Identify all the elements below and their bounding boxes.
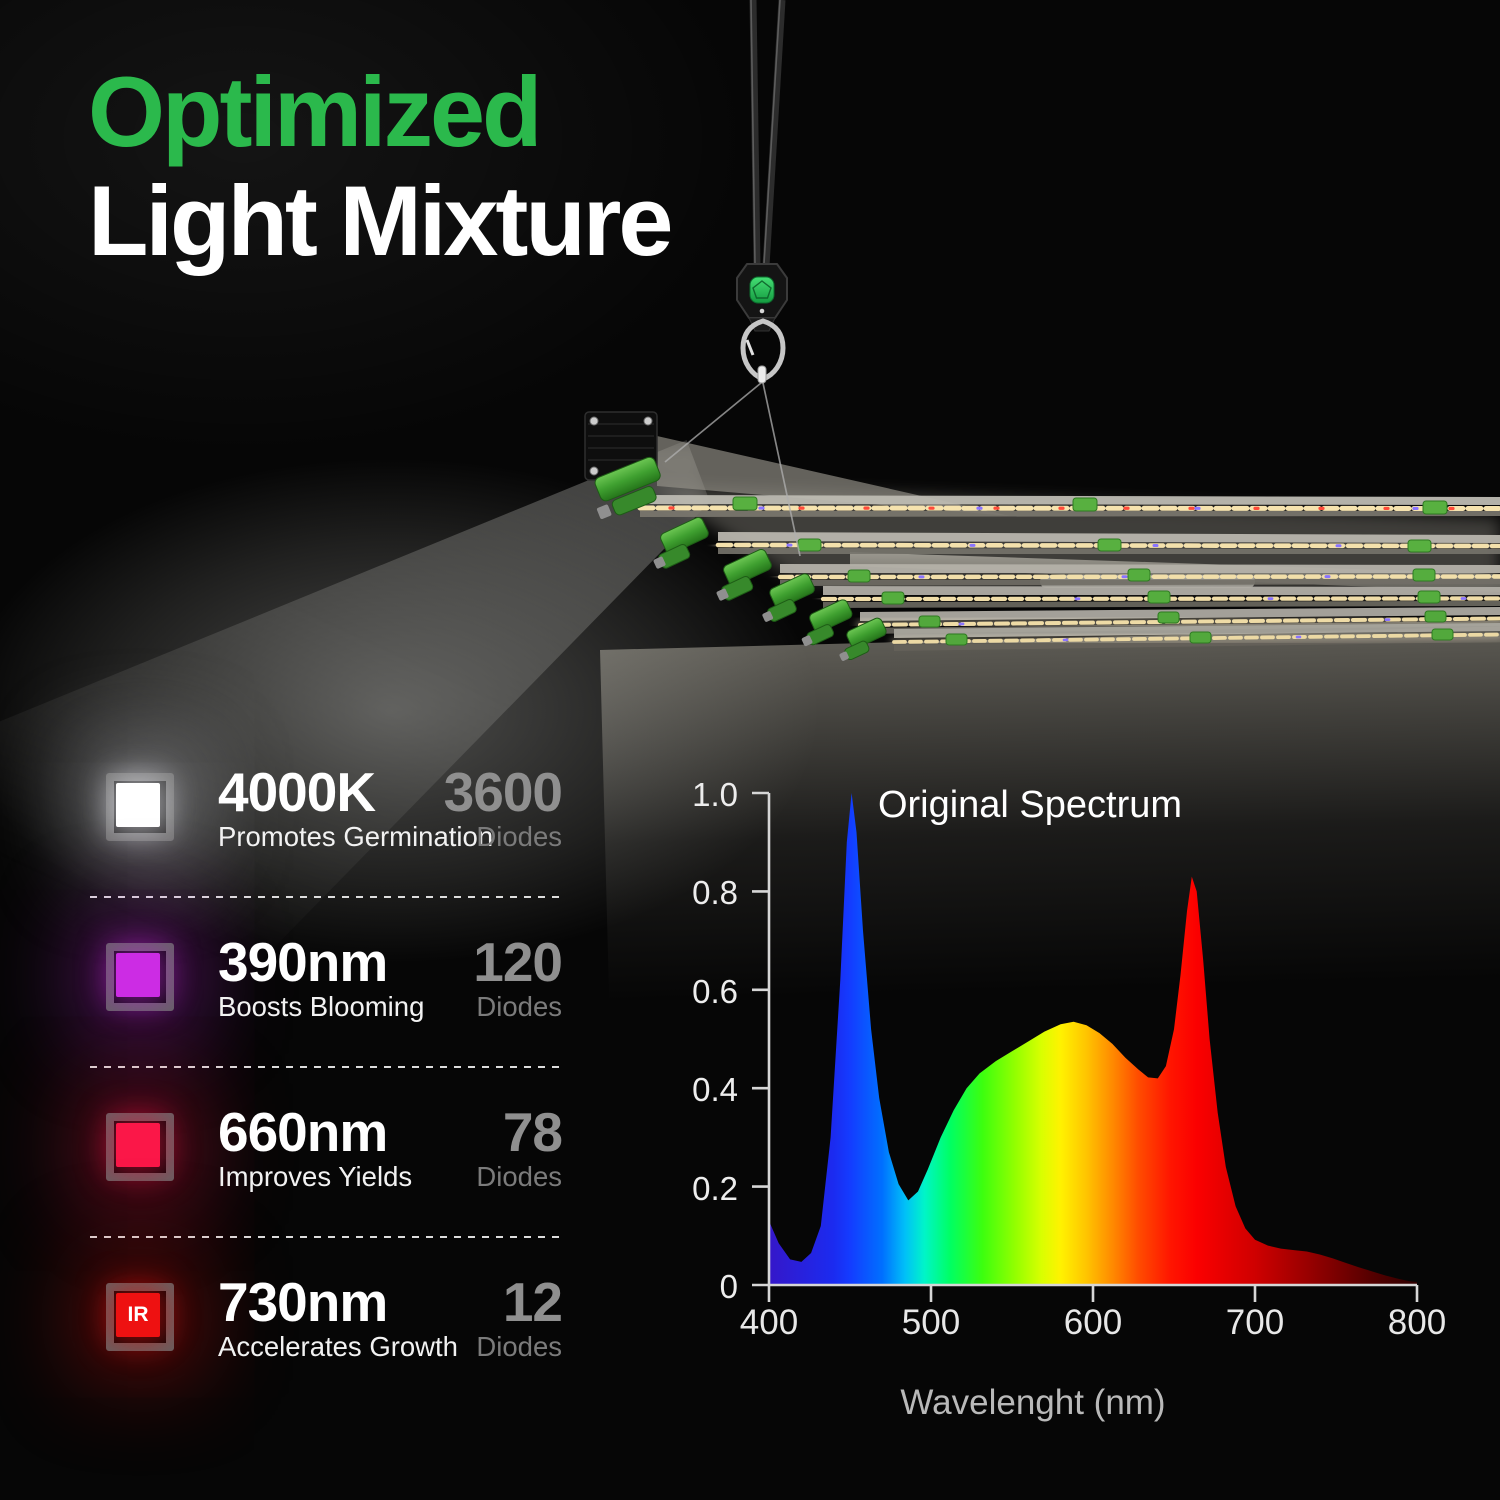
bar-clamp xyxy=(653,517,709,569)
diode-swatch-fill xyxy=(116,953,160,997)
legend-divider xyxy=(90,1066,562,1068)
diode-value: 730nm xyxy=(218,1271,388,1333)
diode-count: 78 xyxy=(502,1101,563,1163)
diode-swatch-660nm-icon xyxy=(106,1113,174,1181)
x-axis-label: Wavelenght (nm) xyxy=(900,1383,1166,1422)
chart-axes xyxy=(752,791,1419,1302)
x-tick-label: 500 xyxy=(901,1303,961,1342)
hanging-wires xyxy=(664,382,801,557)
diode-description: Improves Yields xyxy=(218,1161,413,1192)
diode-swatch-390nm-icon xyxy=(106,943,174,1011)
diode-swatch-fill xyxy=(116,783,160,827)
diode-description: Promotes Germination xyxy=(218,821,494,852)
diode-count-unit: Diodes xyxy=(476,1331,562,1362)
legend-row-4000k: 4000K Promotes Germination 3600 Diodes xyxy=(106,765,563,850)
page-title: Optimized Light Mixture xyxy=(88,56,673,276)
chart-title: Original Spectrum xyxy=(877,784,1183,826)
diode-swatch-fill xyxy=(116,1123,160,1167)
legend-divider xyxy=(90,1236,562,1238)
light-bars xyxy=(635,495,1500,651)
light-bar-1 xyxy=(635,495,1500,517)
diode-value: 660nm xyxy=(218,1101,388,1163)
diode-count: 120 xyxy=(473,931,563,993)
legend-divider xyxy=(90,896,562,898)
diode-count: 3600 xyxy=(443,761,563,823)
light-bar-3 xyxy=(775,564,1500,586)
diode-value: 390nm xyxy=(218,931,388,993)
hanger-strap xyxy=(749,0,786,267)
diode-swatch-4000k-icon xyxy=(106,773,174,841)
bar-clamp xyxy=(716,549,772,601)
light-bar-2 xyxy=(713,532,1500,554)
spectrum-curve xyxy=(769,793,1417,1285)
light-bar-4 xyxy=(819,586,1500,608)
x-tick-label: 600 xyxy=(1063,1303,1123,1342)
hanger-assembly xyxy=(664,0,801,557)
x-tick-label: 700 xyxy=(1225,1303,1285,1342)
legend-row-660nm: 660nm Improves Yields 78 Diodes xyxy=(106,1105,563,1190)
page-title-accent-line: Optimized xyxy=(88,56,543,167)
bar-end-clamps xyxy=(653,517,887,661)
x-tick-label: 800 xyxy=(1387,1303,1447,1342)
y-tick-label: 0 xyxy=(719,1268,738,1305)
diode-swatch-730nm-icon: IR xyxy=(106,1283,174,1351)
driver-box-clamp xyxy=(594,456,661,519)
ambient-glow-top-left xyxy=(0,0,760,460)
diode-value: 4000K xyxy=(218,761,376,823)
ratchet-hanger xyxy=(736,263,788,332)
bar-clamp xyxy=(762,573,815,622)
bar-clamp xyxy=(839,617,887,661)
diode-count-unit: Diodes xyxy=(476,821,562,852)
diode-count-unit: Diodes xyxy=(476,991,562,1022)
legend-row-730nm: IR 730nm Accelerates Growth 12 Diodes xyxy=(106,1275,563,1360)
diode-count-unit: Diodes xyxy=(476,1161,562,1192)
legend-row-390nm: 390nm Boosts Blooming 120 Diodes xyxy=(106,935,563,1020)
y-tick-label: 1.0 xyxy=(692,776,738,813)
spectrum-plot-area xyxy=(752,791,1419,1302)
y-tick-label: 0.6 xyxy=(692,973,738,1010)
driver-box xyxy=(584,411,661,519)
y-tick-label: 0.2 xyxy=(692,1170,738,1207)
diode-description: Accelerates Growth xyxy=(218,1331,458,1362)
y-tick-label: 0.8 xyxy=(692,874,738,911)
page-title-main-line: Light Mixture xyxy=(88,164,673,276)
x-tick-label: 400 xyxy=(739,1303,799,1342)
grow-light-fixture-illustration xyxy=(584,0,1500,661)
light-bar-6 xyxy=(890,623,1500,651)
diode-count: 12 xyxy=(502,1271,563,1333)
ir-badge: IR xyxy=(116,1293,160,1337)
diode-description: Boosts Blooming xyxy=(218,991,425,1022)
bar-clamp xyxy=(801,599,853,647)
y-tick-label: 0.4 xyxy=(692,1071,738,1108)
wire-ferrule xyxy=(757,365,767,384)
